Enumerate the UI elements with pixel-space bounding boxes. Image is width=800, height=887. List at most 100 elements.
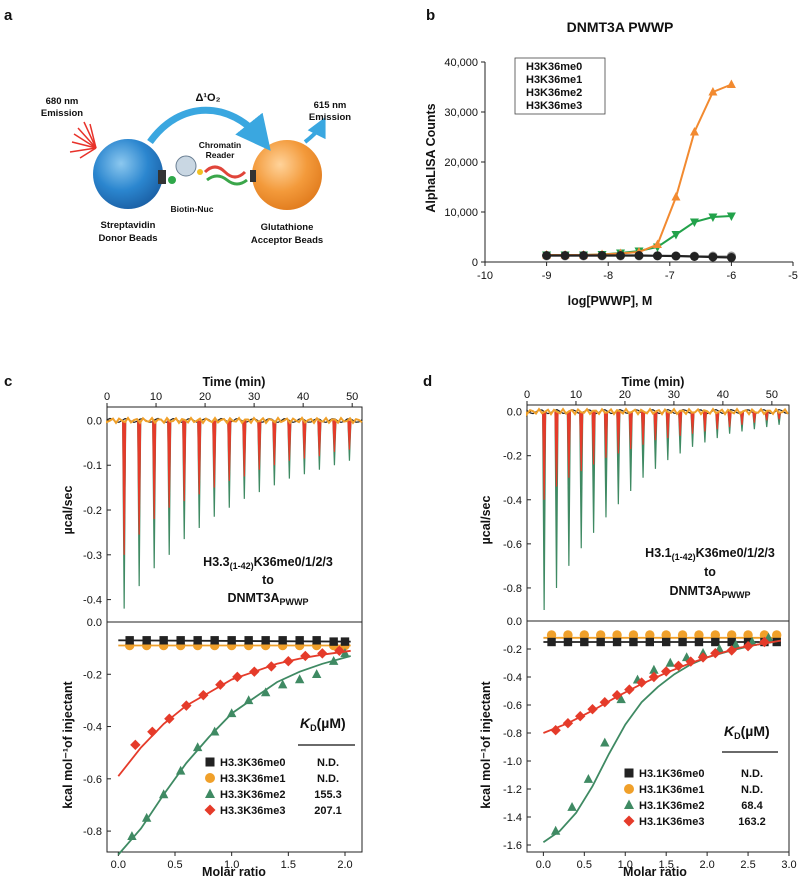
chart-d-point-H3.1K36me1 bbox=[677, 630, 688, 640]
chart-c-spike-H3.3K36me3 bbox=[197, 420, 202, 495]
chart-c-spike-H3.3K36me3 bbox=[302, 420, 307, 459]
chart-d-point-H3.1K36me3 bbox=[624, 684, 635, 695]
chart-d-time-label: Time (min) bbox=[622, 375, 685, 389]
chart-d-spike-H3.1K36me3 bbox=[616, 411, 621, 454]
chart-c-spike-H3.3K36me3 bbox=[122, 420, 127, 555]
chart-b-point-H3K36me2 bbox=[652, 239, 662, 248]
chart-b-point-H3K36me0 bbox=[560, 251, 570, 260]
chart-d-point-H3.1K36me2 bbox=[665, 657, 675, 667]
panel-label-d: d bbox=[423, 373, 432, 390]
chart-d-point-H3.1K36me3 bbox=[599, 697, 610, 708]
chart-c-bottom-xtick-label: 0.5 bbox=[167, 859, 182, 871]
chart-c-bottom-xlabel: Molar ratio bbox=[202, 865, 266, 879]
chart-c-legend-name: H3.3K36me3 bbox=[220, 805, 285, 817]
chart-b-legend-me1: H3K36me1 bbox=[526, 74, 582, 86]
chart-d-top-ytick-label: -0.4 bbox=[503, 495, 522, 507]
chart-d-spike-H3.1K36me3 bbox=[554, 411, 559, 487]
chart-c-point-H3.3K36me0 bbox=[193, 636, 202, 645]
chart-b-point-H3K36me0 bbox=[634, 251, 644, 260]
chart-d-bottom-xtick-label: 2.5 bbox=[740, 859, 755, 871]
emission-680-line1: 680 nm bbox=[46, 96, 79, 107]
emission-615-line2: Emission bbox=[309, 112, 351, 123]
chart-c-spike-H3.3K36me3 bbox=[212, 420, 217, 488]
chart-d-point-H3.1K36me0 bbox=[727, 637, 736, 647]
chart-c-point-H3.3K36me3 bbox=[130, 739, 141, 751]
chart-d-time-tick-label: 10 bbox=[570, 389, 582, 401]
chart-c-point-H3.3K36me3 bbox=[249, 666, 260, 677]
chart-b-title: DNMT3A PWWP bbox=[567, 19, 674, 35]
chart-d-point-H3.1K36me3 bbox=[673, 660, 684, 671]
chart-d-time-tick-label: 50 bbox=[766, 389, 778, 401]
chart-d-spike-H3.1K36me3 bbox=[640, 411, 646, 445]
chart-c-point-H3.3K36me3 bbox=[232, 671, 243, 683]
chart-c-top-ytick-label: 0.0 bbox=[87, 415, 102, 427]
chart-c-point-H3.3K36me2 bbox=[158, 789, 169, 799]
chart-d-bottom-xtick-label: 3.0 bbox=[781, 859, 796, 871]
chart-c-point-H3.3K36me2 bbox=[175, 765, 186, 775]
chart-c-point-H3.3K36me0 bbox=[159, 636, 168, 645]
chart-c-legend-name: H3.3K36me2 bbox=[220, 789, 285, 801]
streptavidin-linker bbox=[158, 170, 166, 184]
chart-b-ytick-label: 40,000 bbox=[444, 57, 478, 69]
acceptor-bead bbox=[252, 140, 322, 210]
chart-d-point-H3.1K36me1 bbox=[661, 630, 671, 640]
chart-c-bottom-ylabel: kcal mol⁻¹of injectant bbox=[61, 680, 75, 808]
chart-c-bottom-ytick-label: -0.6 bbox=[83, 774, 102, 786]
chart-c-top-frame bbox=[106, 406, 363, 623]
chart-b-legend-me0: H3K36me0 bbox=[526, 61, 582, 73]
chart-c-baseline-me1 bbox=[106, 416, 363, 425]
chart-c-spike-H3.3K36me3 bbox=[317, 420, 322, 457]
chart-d-time-tick-label: 20 bbox=[619, 389, 631, 401]
chart-d-spike-H3.1K36me3 bbox=[678, 411, 683, 436]
chart-c-point-H3.3K36me3 bbox=[334, 645, 345, 656]
nucleosome-icon bbox=[175, 155, 197, 177]
panel-label-c: c bbox=[4, 373, 12, 390]
chart-d-spike-H3.1K36me3 bbox=[591, 411, 596, 465]
chart-d-top-ytick-label: 0.0 bbox=[507, 407, 522, 419]
chart-c-time-tick-label: 0 bbox=[104, 391, 110, 403]
chart-c-point-H3.3K36me3 bbox=[147, 726, 158, 737]
chart-d-bottom-ytick-label: -1.0 bbox=[503, 756, 522, 768]
chart-c-legend-kd: N.D. bbox=[317, 757, 339, 769]
chart-c-time-tick-label: 50 bbox=[346, 391, 358, 403]
chart-b-ytick-label: 10,000 bbox=[444, 207, 478, 219]
chart-c-point-H3.3K36me0 bbox=[210, 636, 219, 645]
chart-d-point-H3.1K36me0 bbox=[661, 637, 671, 647]
chart-c-point-H3.3K36me0 bbox=[312, 636, 321, 645]
chart-c-point-H3.3K36me2 bbox=[328, 656, 339, 665]
chart-d-bottom-ytick-label: 0.0 bbox=[507, 616, 522, 628]
chart-d-point-H3.1K36me2 bbox=[616, 694, 626, 704]
chart-c-point-H3.3K36me3 bbox=[317, 648, 328, 659]
chart-c-time-tick-label: 10 bbox=[150, 391, 162, 403]
biotin-icon bbox=[168, 176, 176, 184]
chart-c-spike-H3.3K36me3 bbox=[227, 420, 232, 481]
chart-d-point-H3.1K36me1 bbox=[645, 630, 655, 640]
chart-d-point-H3.1K36me3 bbox=[587, 704, 598, 715]
chart-d-bottom-ylabel: kcal mol⁻¹of injectant bbox=[479, 680, 493, 808]
chart-c-legend-marker bbox=[205, 788, 215, 798]
chart-d-spike-H3.1K36me3 bbox=[566, 411, 571, 478]
acceptor-line1: Glutathione bbox=[261, 222, 314, 233]
chart-c-point-H3.3K36me3 bbox=[164, 713, 175, 724]
chart-d-bottom-ytick-label: -1.6 bbox=[503, 840, 522, 852]
chart-b-point-H3K36me2 bbox=[708, 87, 718, 96]
chart-d-point-H3.1K36me0 bbox=[645, 637, 655, 647]
chart-d-bottom-ytick-label: -0.8 bbox=[503, 728, 522, 740]
chart-c-point-H3.3K36me2 bbox=[127, 831, 137, 841]
chart-b-xlabel: log[PWWP], M bbox=[568, 294, 653, 308]
chart-b-xtick-label: -7 bbox=[665, 270, 675, 282]
chart-c-top-ylabel: µcal/sec bbox=[61, 486, 75, 535]
chart-d-top-ylabel: µcal/sec bbox=[479, 496, 493, 545]
chart-b-point-H3K36me2 bbox=[689, 127, 699, 136]
chart-d-spike-H3.1K36me3 bbox=[579, 411, 584, 472]
chart-c-point-H3.3K36me2 bbox=[340, 648, 350, 658]
chart-c-bottom-ytick-label: 0.0 bbox=[87, 617, 102, 629]
chart-d-point-H3.1K36me3 bbox=[575, 711, 586, 722]
chart-c-top-ytick-label: -0.1 bbox=[83, 460, 102, 472]
chart-c-point-H3.3K36me3 bbox=[266, 661, 277, 672]
donor-line1: Streptavidin bbox=[101, 220, 156, 231]
chart-c-annotation-3: DNMT3APWWP bbox=[227, 591, 308, 607]
chart-d-point-H3.1K36me0 bbox=[612, 637, 622, 647]
chart-c-legend-kd: 155.3 bbox=[314, 789, 342, 801]
chart-d-top-ytick-label: -0.6 bbox=[503, 539, 522, 551]
